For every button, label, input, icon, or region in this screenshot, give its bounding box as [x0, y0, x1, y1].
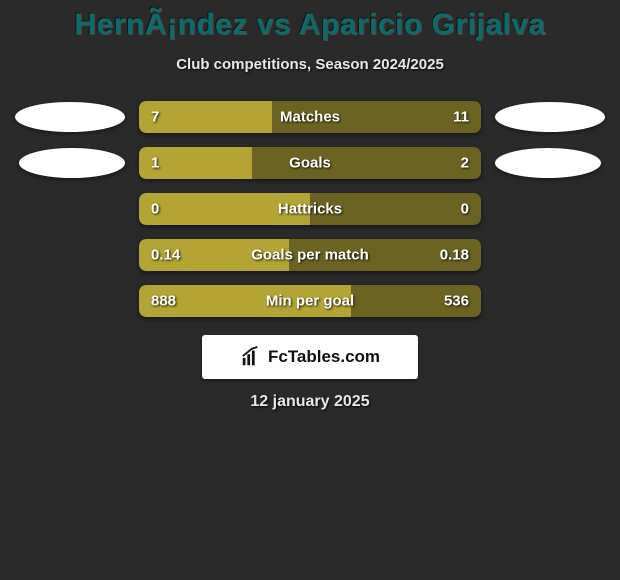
- left-value: 0: [151, 201, 159, 218]
- left-value: 0.14: [151, 247, 180, 264]
- left-value: 888: [151, 293, 176, 310]
- right-value: 0.18: [440, 247, 469, 264]
- metric-rows: 7Matches111Goals20Hattricks00.14Goals pe…: [0, 101, 620, 317]
- comparison-widget: HernÃ¡ndez vs Aparicio Grijalva Club com…: [0, 0, 620, 411]
- metric-label: Goals: [289, 155, 331, 172]
- metric-label: Hattricks: [278, 201, 342, 218]
- metric-bar: 1 Goals 2: [139, 147, 481, 179]
- metric-label: Min per goal: [266, 293, 354, 310]
- brand-text: FcTables.com: [268, 347, 380, 367]
- left-value: 1: [151, 155, 159, 172]
- metric-label: Matches: [280, 109, 340, 126]
- metric-bar: 888 Min per goal 536: [139, 285, 481, 317]
- metric-row: 0.14 Goals per match 0.18: [0, 239, 620, 271]
- bar-right-fill: [252, 147, 481, 179]
- player-oval-right: [495, 102, 605, 132]
- right-value: 536: [444, 293, 469, 310]
- metric-row: 888 Min per goal 536: [0, 285, 620, 317]
- metric-bar: 7 Matches 11: [139, 101, 481, 133]
- metric-bar: 0.14 Goals per match 0.18: [139, 239, 481, 271]
- metric-row: 1 Goals 2: [0, 147, 620, 179]
- metric-label: Goals per match: [251, 247, 369, 264]
- brand-badge[interactable]: FcTables.com: [202, 335, 418, 379]
- left-value: 7: [151, 109, 159, 126]
- metric-bar: 0 Hattricks 0: [139, 193, 481, 225]
- metric-row: 0 Hattricks 0: [0, 193, 620, 225]
- subtitle: Club competitions, Season 2024/2025: [0, 56, 620, 73]
- player-oval-left: [15, 102, 125, 132]
- metric-row: 7 Matches 11: [0, 101, 620, 133]
- right-value: 2: [461, 155, 469, 172]
- right-value: 11: [453, 109, 469, 126]
- player-oval-left: [19, 148, 125, 178]
- page-title: HernÃ¡ndez vs Aparicio Grijalva: [0, 8, 620, 42]
- right-value: 0: [461, 201, 469, 218]
- player-oval-right: [495, 148, 601, 178]
- chart-icon: [240, 346, 262, 368]
- date-label: 12 january 2025: [0, 393, 620, 411]
